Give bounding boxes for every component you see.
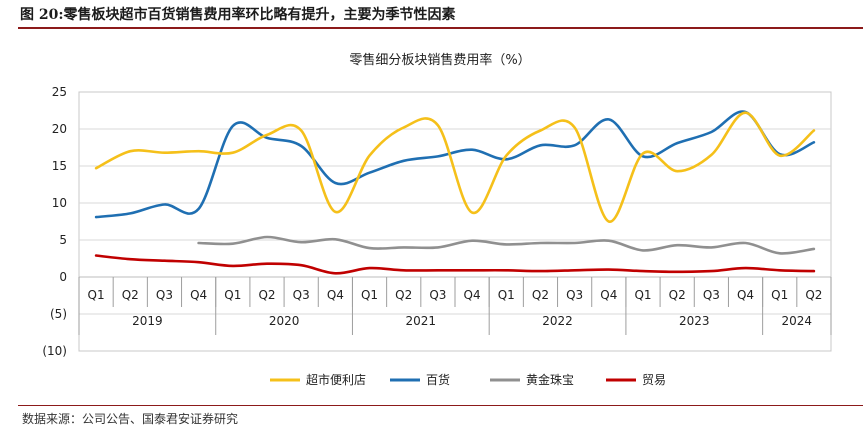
y-tick-label: (5) bbox=[50, 307, 67, 321]
x-tick-label: Q2 bbox=[258, 288, 275, 302]
plot-frame bbox=[78, 91, 832, 352]
series-line-0 bbox=[94, 111, 816, 223]
legend-label: 超市便利店 bbox=[306, 372, 366, 387]
legend-label: 黄金珠宝 bbox=[526, 372, 574, 387]
series-layer bbox=[94, 110, 816, 275]
chart-title: 零售细分板块销售费用率（%） bbox=[349, 52, 530, 68]
source-rule bbox=[18, 405, 863, 406]
x-tick-label: Q3 bbox=[703, 288, 720, 302]
x-tick-label: Q4 bbox=[190, 288, 207, 302]
x-tick-label: Q1 bbox=[498, 288, 515, 302]
y-tick-label: 15 bbox=[52, 159, 67, 173]
year-label: 2024 bbox=[782, 314, 813, 328]
y-tick-label: 10 bbox=[52, 196, 67, 210]
x-tick-label: Q2 bbox=[805, 288, 822, 302]
legend-item: 超市便利店 bbox=[270, 372, 366, 387]
legend: 超市便利店 百货 黄金珠宝 贸易 bbox=[270, 372, 666, 387]
y-tick-label: 5 bbox=[59, 233, 67, 247]
x-tick-label: Q2 bbox=[532, 288, 549, 302]
x-tick-label: Q4 bbox=[600, 288, 617, 302]
x-tick-label: Q4 bbox=[737, 288, 754, 302]
series-line-3 bbox=[94, 254, 816, 275]
legend-item: 黄金珠宝 bbox=[490, 372, 574, 387]
x-tick-label: Q3 bbox=[293, 288, 310, 302]
year-label: 2022 bbox=[542, 314, 573, 328]
y-tick-label: 25 bbox=[52, 85, 67, 99]
x-axis: Q1 Q2 Q3 Q4 Q1 Q2 Q3 Q4 Q1 Q2 Q3 Q4 Q1 Q2 Q3 Q4 Q1 Q2 Q3 Q4… bbox=[78, 276, 832, 335]
year-label: 2019 bbox=[132, 314, 163, 328]
x-tick-label: Q1 bbox=[361, 288, 378, 302]
x-tick-label: Q1 bbox=[88, 288, 105, 302]
legend-item: 百货 bbox=[390, 372, 450, 387]
year-label: 2020 bbox=[269, 314, 300, 328]
x-tick-label: Q1 bbox=[634, 288, 651, 302]
title-rule bbox=[18, 27, 863, 29]
legend-item: 贸易 bbox=[606, 373, 666, 387]
y-axis: 25 20 15 10 5 0 (5) (10) bbox=[42, 85, 67, 358]
x-tick-label: Q3 bbox=[156, 288, 173, 302]
x-tick-label: Q4 bbox=[464, 288, 481, 302]
y-tick-label: 0 bbox=[59, 270, 67, 284]
x-tick-label: Q2 bbox=[122, 288, 139, 302]
x-tick-label: Q3 bbox=[429, 288, 446, 302]
legend-label: 贸易 bbox=[642, 373, 666, 387]
year-label: 2021 bbox=[406, 314, 437, 328]
y-tick-label: 20 bbox=[52, 122, 67, 136]
legend-label: 百货 bbox=[426, 372, 450, 387]
x-tick-label: Q2 bbox=[669, 288, 686, 302]
series-line-2 bbox=[197, 235, 816, 255]
x-tick-label: Q1 bbox=[224, 288, 241, 302]
x-tick-label: Q4 bbox=[327, 288, 344, 302]
series-line-1 bbox=[94, 110, 816, 219]
x-tick-label: Q2 bbox=[395, 288, 412, 302]
figure-title: 图 20:零售板块超市百货销售费用率环比略有提升，主要为季节性因素 bbox=[20, 7, 456, 23]
y-tick-label: (10) bbox=[42, 344, 67, 358]
source-note: 数据来源：公司公告、国泰君安证券研究 bbox=[22, 412, 239, 426]
year-label: 2023 bbox=[679, 314, 710, 328]
x-tick-label: Q1 bbox=[771, 288, 788, 302]
x-tick-label: Q3 bbox=[566, 288, 583, 302]
